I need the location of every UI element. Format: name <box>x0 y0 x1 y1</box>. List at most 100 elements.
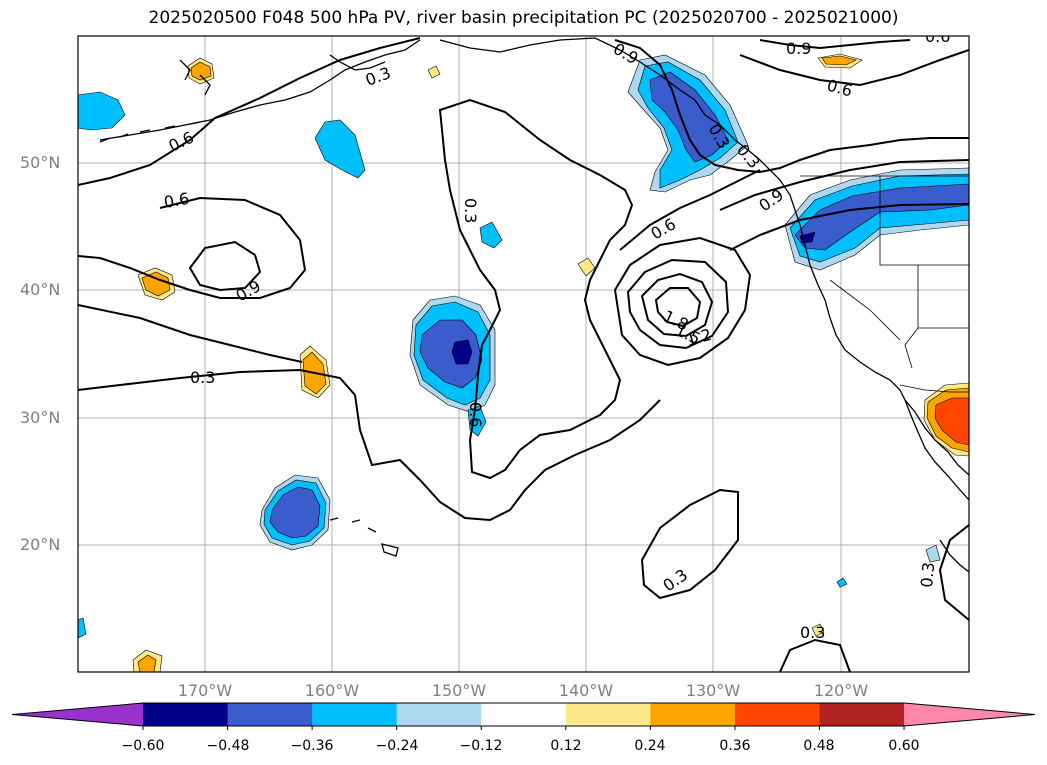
alaska-islands-north <box>179 54 386 96</box>
colorbar-segment <box>481 703 567 726</box>
contour-label-group: 0.3 0.6 0.9 0.6 0.9 0.6 0.3 0.3 1.8 1.5 … <box>162 27 950 642</box>
contour-label: 0.3 <box>363 63 393 90</box>
orange-140w-41n-core <box>141 271 171 297</box>
contour-label: 0.9 <box>786 39 811 58</box>
contour-label: 0.3 <box>190 368 215 387</box>
lat-label: 20°N <box>20 535 61 554</box>
lat-label: 30°N <box>20 408 61 427</box>
contour-label: 0.3 <box>917 561 938 588</box>
negative-precip-shading <box>78 54 969 639</box>
map-content: 0.3 0.6 0.9 0.6 0.9 0.6 0.3 0.3 1.8 1.5 … <box>78 27 969 672</box>
aleutian-islands <box>99 121 201 143</box>
contour-0.3-bottom <box>779 638 851 672</box>
colorbar <box>11 702 1036 730</box>
colorbar-segment <box>819 703 905 726</box>
mexico-red <box>934 397 969 446</box>
map-frame <box>77 35 970 673</box>
hawaii-blue <box>269 486 321 539</box>
baja-coast <box>904 399 969 476</box>
blob-148w <box>479 221 503 249</box>
gridlines <box>78 36 969 672</box>
colorbar-segment <box>734 703 820 726</box>
lon-label: 160°W <box>304 681 360 700</box>
blob-west-edge <box>78 91 126 131</box>
colorbar-tick-label: −0.48 <box>206 738 250 754</box>
colorbar-tick-label: −0.12 <box>459 738 503 754</box>
contour-label: 0.6 <box>825 76 855 101</box>
colorbar-segment <box>565 703 651 726</box>
us-mexico-border <box>899 384 969 393</box>
contour-1.2-east <box>729 203 969 251</box>
map-title: 2025020500 F048 500 hPa PV, river basin … <box>148 8 899 28</box>
colorbar-tick-label: 0.24 <box>634 738 666 754</box>
colorbar-segment <box>312 703 398 726</box>
contour-0.9-loop-west <box>78 196 307 299</box>
colorbar-tick-label: −0.36 <box>290 738 334 754</box>
lon-label: 150°W <box>431 681 487 700</box>
blob-sw-edge <box>78 617 87 639</box>
colorbar-extend-left <box>12 703 143 726</box>
pv-contours <box>78 37 969 672</box>
colorbar-segment <box>650 703 736 726</box>
contour-0.3-se <box>938 524 969 621</box>
hawaiian-islands <box>329 517 399 557</box>
contour-0.3-south <box>78 368 661 522</box>
contour-0.3-closed-south <box>640 488 739 600</box>
lat-label: 40°N <box>20 280 61 299</box>
blob-117w-19n <box>925 544 941 563</box>
contour-low-core <box>654 287 702 328</box>
pnw-blue <box>794 183 969 251</box>
contour-0.6-ridge <box>614 39 969 174</box>
orange-172w-57n-core <box>190 61 212 81</box>
colorbar-tick-label: 0.48 <box>803 738 835 754</box>
colorbar-tick-label: −0.60 <box>121 738 165 754</box>
us-west-coast <box>794 209 969 501</box>
contour-label: 0.6 <box>466 402 485 427</box>
contour-label: 0.9 <box>610 39 642 68</box>
lon-label: 120°W <box>813 681 869 700</box>
yellow-dot-121w-13n <box>811 623 825 637</box>
lat-label: 50°N <box>20 153 61 172</box>
orange-121w-59n-core <box>821 55 857 66</box>
contour-label: 0.3 <box>800 623 825 642</box>
colorbar-tick-label: 0.12 <box>550 738 582 754</box>
contour-0.9-ridge <box>619 169 761 251</box>
contour-low-3 <box>640 272 714 338</box>
yellow-dot-155w-57n <box>427 65 441 79</box>
contour-0.9-loop-inner <box>188 240 262 292</box>
contour-0.6-mid <box>78 304 303 363</box>
positive-precip-shading <box>132 53 969 672</box>
lon-label: 170°W <box>177 681 233 700</box>
colorbar-segment <box>143 703 229 726</box>
colorbar-segment <box>227 703 313 726</box>
contour-label: 0.6 <box>162 189 190 212</box>
contour-label: 0.6 <box>925 27 950 46</box>
blob-120w-17n <box>836 577 848 588</box>
contour-0.6-ne <box>739 49 969 87</box>
lon-label: 140°W <box>558 681 614 700</box>
contour-0.9-ne <box>759 39 911 50</box>
colorbar-segment <box>396 703 482 726</box>
contour-low-2 <box>626 258 730 350</box>
alaska-south-coast <box>439 37 641 63</box>
central-blue <box>419 319 483 389</box>
contour-label: 0.3 <box>461 198 480 223</box>
orange-175w-11n-core <box>137 654 157 672</box>
contour-0.6-north <box>78 37 421 186</box>
contour-0.9-east <box>719 159 969 211</box>
contour-0.3-trough <box>438 98 634 480</box>
state-lines <box>829 176 969 369</box>
mexico-mainland-coast <box>939 539 969 573</box>
contour-label: 0.9 <box>233 276 265 305</box>
colorbar-extend-right <box>904 703 1035 726</box>
contour-label: 0.6 <box>648 214 680 243</box>
contour-low-outer <box>613 236 752 367</box>
lon-label: 130°W <box>685 681 741 700</box>
colorbar-tick-label: 0.60 <box>888 738 920 754</box>
blob-160w-50n <box>314 119 366 179</box>
contour-label: 0.9 <box>755 185 787 215</box>
coastlines <box>99 37 969 573</box>
bc-coast <box>639 61 796 211</box>
colorbar-tick-label: 0.36 <box>719 738 751 754</box>
